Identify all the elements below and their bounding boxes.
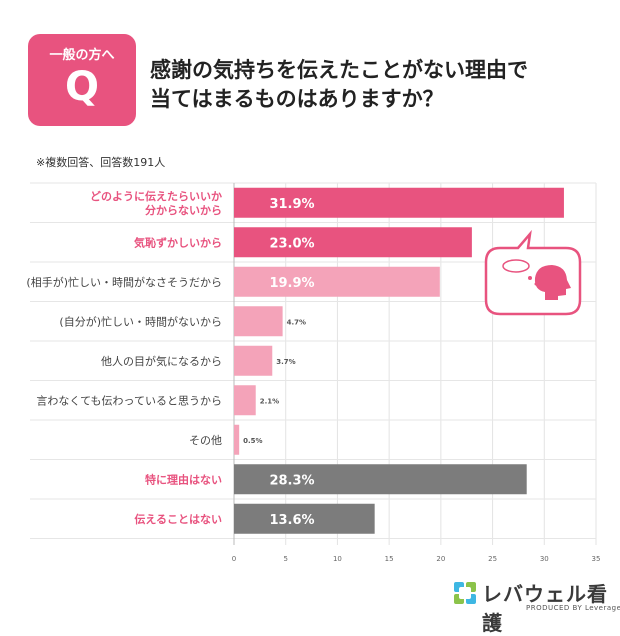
bar [234, 345, 273, 376]
x-tick-label: 35 [592, 555, 601, 563]
question-badge: 一般の方へ Q [28, 34, 136, 126]
logo: レバウェル看護 PRODUCED BY Leverages [452, 576, 620, 635]
category-label: (自分が)忙しい・時間がないから [59, 314, 222, 328]
badge-letter: Q [64, 64, 99, 110]
data-label: 0.5% [243, 437, 262, 445]
data-label: 28.3% [269, 473, 314, 488]
category-label: どのように伝えたらいいか [90, 189, 222, 203]
data-label: 23.0% [269, 236, 314, 251]
x-tick-label: 20 [436, 555, 445, 563]
category-label: 言わなくても伝わっていると思うから [36, 394, 222, 407]
data-label: 4.7% [287, 318, 306, 326]
bar [234, 227, 472, 258]
leverages-logo-icon [454, 582, 476, 604]
category-label: その他 [189, 434, 222, 447]
bar [234, 503, 375, 534]
bar [234, 464, 527, 495]
logo-sub: PRODUCED BY Leverages [526, 604, 620, 612]
data-label: 31.9% [269, 197, 314, 212]
bar [234, 187, 564, 218]
x-tick-label: 15 [385, 555, 394, 563]
x-tick-label: 0 [232, 555, 236, 563]
data-label: 2.1% [260, 397, 279, 405]
data-label: 19.9% [269, 276, 314, 291]
bar [234, 266, 440, 297]
question-title-line-2: 当てはまるものはありますか？ [150, 87, 444, 111]
bar [234, 385, 256, 416]
category-label: 特に理由はない [145, 472, 222, 486]
x-tick-label: 10 [333, 555, 342, 563]
category-label: 分からないから [145, 203, 222, 217]
x-tick-label: 25 [488, 555, 497, 563]
category-label: 伝えることはない [134, 512, 222, 526]
speech-bubble-thinking-head-icon [484, 229, 582, 316]
question-title: 感謝の気持ちを伝えたことがない理由で 当てはまるものはありますか？ [150, 56, 600, 114]
sample-note: ※複数回答、回答数191人 [36, 156, 166, 169]
bar [234, 306, 283, 337]
category-label: 気恥ずかしいから [134, 235, 222, 249]
bar [234, 424, 240, 455]
question-title-line-1: 感謝の気持ちを伝えたことがない理由で [150, 58, 528, 82]
x-tick-label: 30 [540, 555, 549, 563]
data-label: 3.7% [276, 358, 295, 366]
data-label: 13.6% [269, 513, 314, 528]
badge-label: 一般の方へ [49, 48, 115, 63]
category-label: 他人の目が気になるから [101, 354, 222, 368]
category-label: (相手が)忙しい・時間がなさそうだから [26, 275, 222, 289]
x-tick-label: 5 [283, 555, 287, 563]
